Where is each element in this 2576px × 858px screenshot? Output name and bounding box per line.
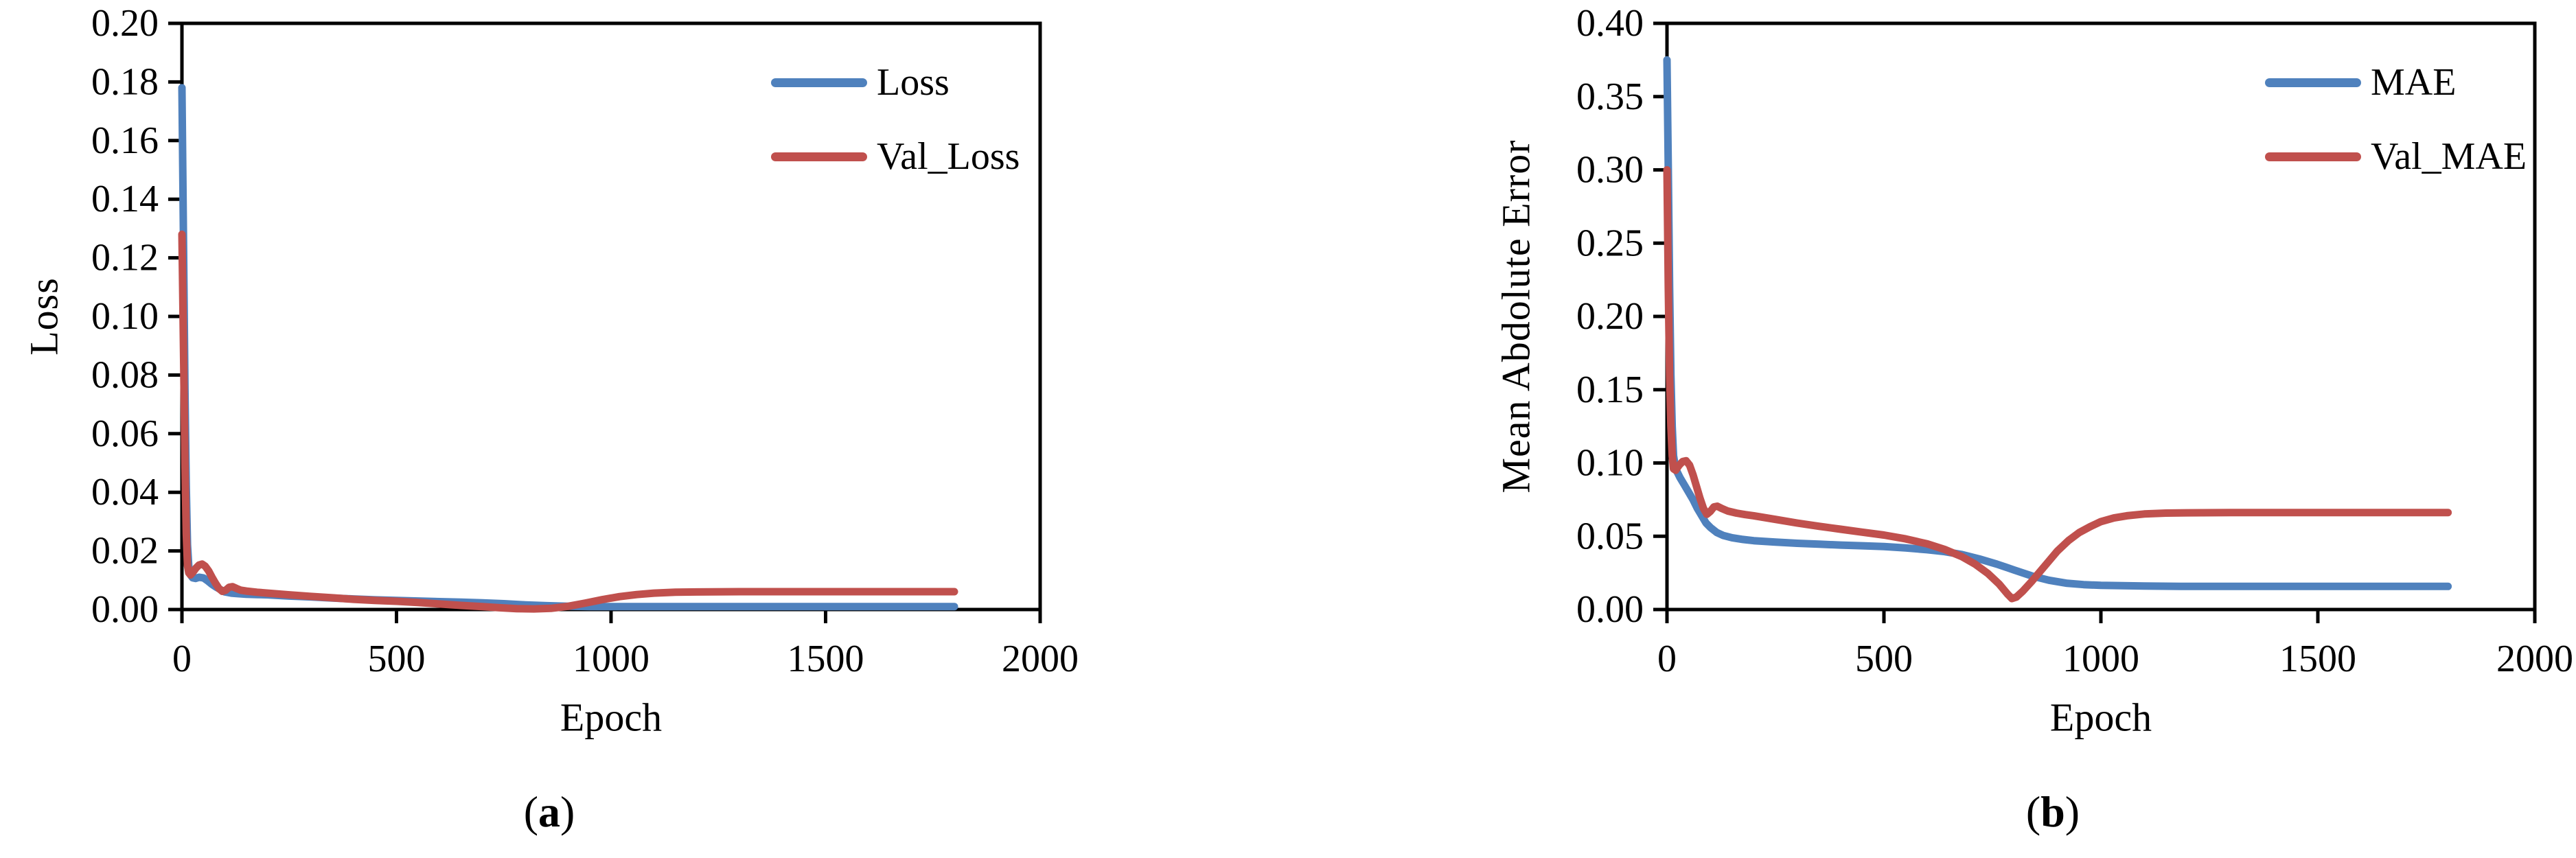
legend-label-loss: Loss [877,61,950,104]
loss-line-swatch [771,78,867,87]
x-tick-label: 0 [1657,638,1677,680]
y-tick-label: 0.20 [91,2,159,45]
panel-a-caption-close: ) [560,787,575,836]
y-tick-label: 0.16 [91,119,159,162]
y-tick-label: 0.15 [1576,369,1644,411]
mae-chart-svg: 0.00 0.05 0.10 0.15 0.20 0.25 0.30 0.35 0.40 0 500… [1576,2,2573,680]
y-tick-label: 0.10 [1576,442,1644,485]
mae-legend: MAE Val_MAE [2265,63,2527,176]
legend-label-val-loss: Val_Loss [877,135,1020,178]
loss-chart-svg: 0.00 0.02 0.04 0.06 0.08 0.10 0.12 0.14 0.16 0.18… [91,2,1079,680]
x-axis-ticks: 0 500 1000 1500 2000 [172,610,1079,680]
series-line-val_loss [178,230,958,613]
legend-item-loss: Loss [771,63,1020,102]
y-tick-label: 0.06 [91,413,159,455]
panel-a-caption-open: ( [523,787,538,836]
legend-label-mae: MAE [2371,61,2457,104]
legend-label-val-mae: Val_MAE [2371,135,2527,178]
y-tick-label: 0.12 [91,237,159,279]
x-axis-ticks: 0 500 1000 1500 2000 [1657,610,2573,680]
x-tick-label: 1000 [2062,638,2139,680]
y-tick-label: 0.18 [91,60,159,103]
panel-a-caption: (a) [524,787,575,837]
y-tick-label: 0.20 [1576,295,1644,338]
loss-y-axis-title: Loss [21,277,67,356]
y-axis-ticks: 0.00 0.05 0.10 0.15 0.20 0.25 0.30 0.35 0.40 [1576,2,1667,631]
x-tick-label: 500 [1855,638,1913,680]
val-mae-line-swatch [2265,152,2361,161]
mae-y-axis-title: Mean Abdolute Error [1493,139,1539,494]
val-loss-line-swatch [771,152,867,161]
mae-line-swatch [2265,78,2361,87]
y-tick-label: 0.05 [1576,515,1644,557]
y-tick-label: 0.10 [91,295,159,338]
panel-b-caption: (b) [2026,787,2080,837]
x-tick-label: 1000 [573,638,649,680]
y-tick-label: 0.40 [1576,2,1644,45]
y-tick-label: 0.00 [1576,588,1644,631]
y-tick-label: 0.25 [1576,222,1644,264]
loss-x-axis-title: Epoch [560,695,663,740]
legend-item-mae: MAE [2265,63,2527,102]
panel-b-caption-letter: b [2040,787,2065,836]
y-tick-label: 0.00 [91,588,159,631]
y-tick-label: 0.04 [91,471,159,513]
series-line-val_mae [1663,166,2452,603]
x-tick-label: 1500 [787,638,864,680]
panel-a-caption-letter: a [538,787,560,836]
panel-b-caption-close: ) [2065,787,2080,836]
x-tick-label: 0 [172,638,192,680]
x-tick-label: 500 [368,638,426,680]
y-tick-label: 0.14 [91,178,159,220]
legend-item-val-mae: Val_MAE [2265,137,2527,176]
y-tick-label: 0.30 [1576,149,1644,192]
mae-x-axis-title: Epoch [2049,695,2152,740]
loss-legend: Loss Val_Loss [771,63,1020,176]
panel-b-caption-open: ( [2025,787,2041,836]
y-axis-ticks: 0.00 0.02 0.04 0.06 0.08 0.10 0.12 0.14 0.16 0.18… [91,2,182,631]
y-tick-label: 0.35 [1576,76,1644,118]
x-tick-label: 1500 [2279,638,2356,680]
y-tick-label: 0.08 [91,353,159,396]
series-line-mae [1663,56,2452,590]
x-tick-label: 2000 [1002,638,1079,680]
legend-item-val-loss: Val_Loss [771,137,1020,176]
x-tick-label: 2000 [2496,638,2573,680]
y-tick-label: 0.02 [91,530,159,572]
